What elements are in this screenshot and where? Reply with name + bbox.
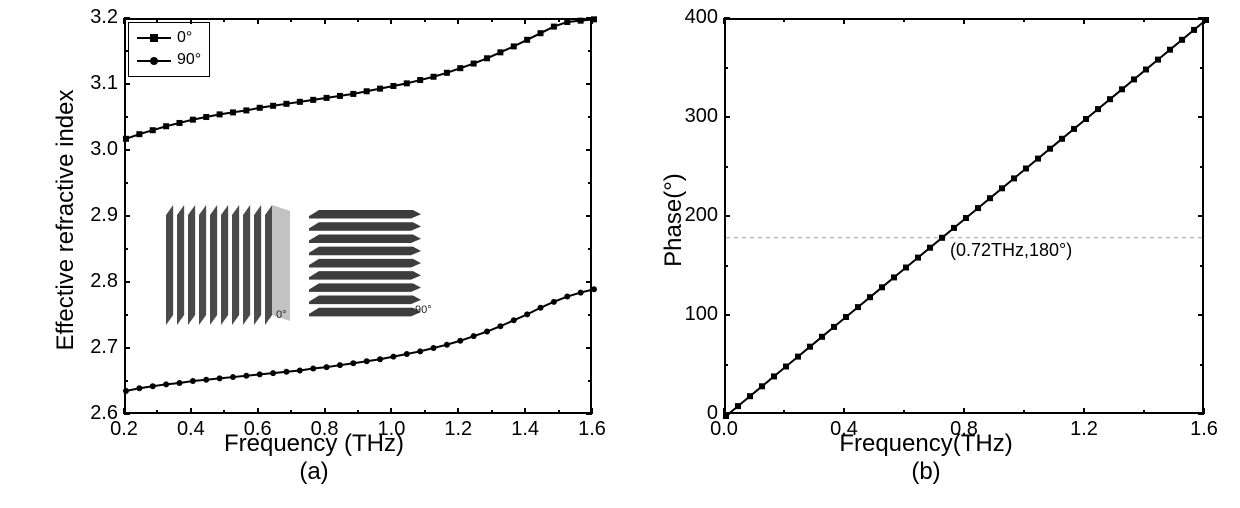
x-tick-label: 0.4 bbox=[830, 418, 858, 441]
x-tick-label: 1.6 bbox=[578, 418, 606, 441]
panel-a-sublabel: (a) bbox=[299, 458, 328, 486]
y-tick-label: 100 bbox=[685, 303, 718, 326]
panel-b: Phase(°) Frequency(THz) 0.00.40.81.21.60… bbox=[636, 8, 1216, 456]
panel-a-plot-area bbox=[124, 18, 592, 414]
x-tick-label: 1.2 bbox=[444, 418, 472, 441]
x-tick-label: 1.6 bbox=[1190, 418, 1218, 441]
y-tick-label: 3.2 bbox=[90, 6, 118, 29]
panel-b-container: Phase(°) Frequency(THz) 0.00.40.81.21.60… bbox=[620, 8, 1232, 504]
x-tick-label: 1.2 bbox=[1070, 418, 1098, 441]
inset-label-0deg: 0° bbox=[276, 309, 287, 321]
y-tick-label: 2.8 bbox=[90, 270, 118, 293]
x-tick-label: 0.8 bbox=[311, 418, 339, 441]
y-tick-label: 300 bbox=[685, 105, 718, 128]
y-tick-label: 200 bbox=[685, 204, 718, 227]
y-tick-label: 3.1 bbox=[90, 72, 118, 95]
y-tick-label: 400 bbox=[685, 6, 718, 29]
y-tick-label: 2.9 bbox=[90, 204, 118, 227]
panel-a-legend: 0°90° bbox=[128, 22, 210, 77]
y-tick-label: 2.6 bbox=[90, 402, 118, 425]
y-tick-label: 2.7 bbox=[90, 336, 118, 359]
legend-item: 90° bbox=[137, 49, 201, 71]
figure: Effective refractive index Frequency (TH… bbox=[0, 0, 1240, 508]
y-tick-label: 0 bbox=[707, 402, 718, 425]
inset-label-90deg: 90° bbox=[415, 304, 432, 316]
panel-b-annotation: (0.72THz,180°) bbox=[950, 240, 1072, 261]
x-tick-label: 1.0 bbox=[378, 418, 406, 441]
panel-b-sublabel: (b) bbox=[911, 458, 940, 486]
x-tick-label: 1.4 bbox=[511, 418, 539, 441]
x-tick-label: 0.6 bbox=[244, 418, 272, 441]
panel-a: Effective refractive index Frequency (TH… bbox=[24, 8, 604, 456]
x-tick-label: 0.8 bbox=[950, 418, 978, 441]
panel-b-plot-area bbox=[724, 18, 1204, 414]
y-tick-label: 3.0 bbox=[90, 138, 118, 161]
panel-a-ylabel: Effective refractive index bbox=[52, 80, 80, 360]
legend-item: 0° bbox=[137, 27, 201, 49]
panel-a-container: Effective refractive index Frequency (TH… bbox=[8, 8, 620, 504]
x-tick-label: 0.4 bbox=[177, 418, 205, 441]
